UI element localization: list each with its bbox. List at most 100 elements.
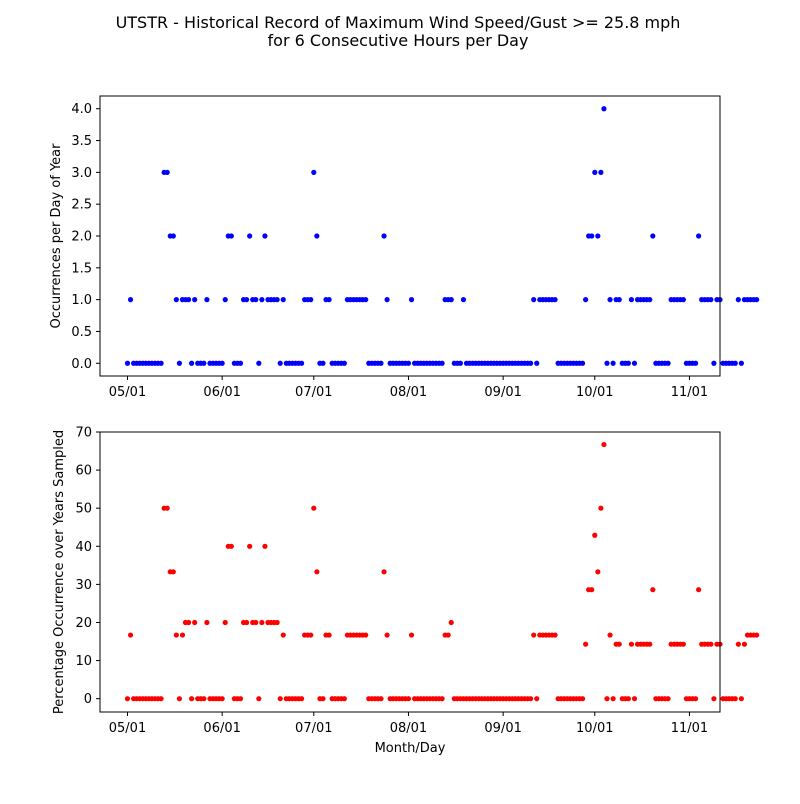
data-point (448, 619, 454, 626)
data-point (552, 632, 558, 638)
data-point (650, 233, 656, 239)
data-point (201, 696, 207, 702)
data-point (262, 233, 268, 239)
data-point (711, 696, 717, 702)
bottom-y-axis-label: Percentage Occurrence over Years Sampled (52, 430, 67, 714)
data-point (601, 106, 607, 112)
data-point (277, 360, 283, 366)
data-point (320, 696, 326, 702)
data-point (170, 233, 176, 239)
y-tick-label: 20 (75, 616, 92, 631)
x-tick-label: 10/01 (576, 721, 613, 736)
y-tick-label: 3.0 (71, 166, 92, 181)
data-point (552, 297, 558, 303)
y-tick-label: 10 (75, 654, 92, 669)
data-point (460, 297, 467, 303)
y-tick-label: 40 (75, 540, 92, 555)
data-point (665, 360, 671, 366)
data-point (631, 360, 638, 366)
y-tick-label: 0 (84, 692, 92, 707)
data-point (247, 543, 253, 549)
data-point (378, 360, 384, 366)
data-point (228, 233, 234, 239)
x-tick-label: 08/01 (390, 385, 427, 400)
data-point (192, 619, 198, 626)
data-point (164, 169, 170, 175)
plot-frame (99, 431, 721, 713)
data-point (607, 297, 613, 303)
y-tick-label: 4.0 (71, 102, 92, 117)
data-point (176, 696, 183, 702)
data-point (598, 505, 604, 511)
x-tick-label: 11/01 (671, 721, 708, 736)
data-point (592, 532, 598, 538)
data-point (247, 233, 253, 239)
data-point (408, 632, 415, 638)
data-point (381, 569, 387, 575)
data-point (314, 233, 320, 239)
data-point (244, 297, 250, 303)
data-point (127, 297, 134, 303)
data-point (665, 696, 671, 702)
data-point (738, 696, 744, 702)
data-point (680, 297, 686, 303)
data-point (124, 360, 131, 366)
data-point (696, 587, 702, 593)
data-point (595, 569, 601, 575)
data-point (308, 632, 314, 638)
data-point (158, 360, 164, 366)
data-point (604, 360, 610, 366)
data-point (738, 360, 744, 366)
data-point (595, 233, 601, 239)
data-point (314, 569, 320, 575)
data-point (692, 696, 699, 702)
data-point (579, 696, 586, 702)
data-point (616, 297, 622, 303)
data-point (647, 297, 653, 303)
data-point (204, 619, 210, 626)
data-point (445, 632, 451, 638)
data-point (256, 360, 262, 366)
data-point (274, 297, 280, 303)
data-point (448, 297, 454, 303)
top-panel: Occurrences per Day of Year 05/01 06/01 07… (49, 95, 760, 400)
x-tick-label: 11/01 (671, 385, 708, 400)
data-point (604, 696, 610, 702)
data-point (628, 297, 635, 303)
data-point (204, 297, 210, 303)
data-point (680, 641, 686, 647)
data-point (237, 360, 244, 366)
x-tick-label: 05/01 (109, 385, 146, 400)
data-point (457, 360, 463, 366)
data-point (298, 696, 305, 702)
data-point (222, 297, 228, 303)
x-tick-label: 09/01 (484, 721, 521, 736)
data-point (173, 297, 179, 303)
data-point (189, 696, 195, 702)
data-point (253, 297, 259, 303)
data-point (124, 696, 131, 702)
data-point (176, 360, 183, 366)
chart-title-line1: UTSTR - Historical Record of Maximum Win… (116, 13, 681, 32)
x-tick-label: 09/01 (484, 385, 521, 400)
data-point (711, 360, 717, 366)
data-point (592, 169, 598, 175)
data-point (531, 297, 537, 303)
data-point (579, 360, 586, 366)
data-point (308, 297, 314, 303)
data-point (610, 360, 616, 366)
data-point (583, 297, 589, 303)
data-point (589, 587, 595, 593)
data-point (692, 360, 699, 366)
data-point (625, 696, 631, 702)
data-points (124, 106, 760, 366)
data-point (201, 360, 207, 366)
data-point (311, 505, 317, 511)
data-point (534, 696, 540, 702)
y-tick-label: 1.0 (71, 293, 92, 308)
data-point (647, 641, 653, 647)
y-tick-label: 0.0 (71, 357, 92, 372)
data-point (219, 360, 225, 366)
data-point (253, 619, 259, 626)
